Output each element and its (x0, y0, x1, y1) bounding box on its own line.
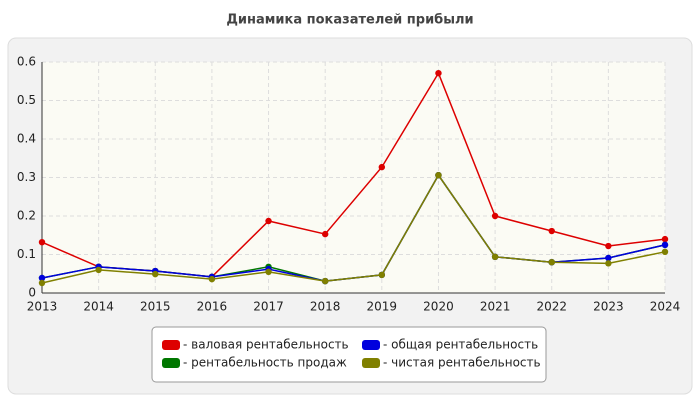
point (661, 235, 669, 243)
x-tick-label: 2021 (480, 300, 511, 314)
legend-label: - валовая рентабельность (183, 338, 349, 352)
legend-label: - рентабельность продаж (183, 356, 347, 370)
y-tick-label: 0.2 (17, 209, 36, 223)
point (491, 253, 499, 261)
y-tick-label: 0.3 (17, 170, 36, 184)
point (435, 69, 442, 77)
point (152, 270, 159, 278)
x-tick-label: 2015 (140, 300, 171, 314)
point (605, 260, 612, 267)
y-tick-label: 0 (28, 286, 36, 300)
legend-swatch (162, 340, 180, 350)
x-tick-label: 2013 (27, 300, 58, 314)
point (605, 254, 612, 262)
point (378, 163, 386, 171)
chart-title: Динамика показателей прибыли (226, 13, 473, 28)
point (548, 227, 555, 235)
y-tick-label: 0.4 (17, 132, 36, 146)
point (95, 266, 102, 274)
legend-swatch (362, 340, 380, 350)
x-tick-label: 2019 (367, 300, 398, 314)
point (661, 248, 669, 256)
point (265, 217, 272, 225)
x-tick-label: 2016 (197, 300, 228, 314)
point (605, 242, 612, 250)
x-tick-label: 2020 (423, 300, 454, 314)
x-tick-label: 2017 (253, 300, 284, 314)
y-tick-label: 0.1 (17, 247, 36, 261)
x-tick-label: 2023 (593, 300, 624, 314)
point (38, 279, 46, 287)
point (661, 241, 669, 249)
point (38, 274, 46, 282)
point (38, 238, 46, 246)
point (378, 271, 386, 279)
legend-label: - общая рентабельность (383, 338, 538, 352)
legend-swatch (162, 358, 180, 368)
x-tick-label: 2022 (536, 300, 567, 314)
x-tick-label: 2024 (650, 300, 681, 314)
point (435, 171, 442, 179)
legend-swatch (362, 358, 380, 368)
y-tick-label: 0.5 (17, 93, 36, 107)
y-tick-label: 0.6 (17, 55, 36, 69)
point (208, 275, 216, 283)
point (491, 212, 499, 220)
point (321, 277, 329, 285)
x-tick-label: 2014 (83, 300, 114, 314)
legend-label: - чистая рентабельность (383, 356, 541, 370)
x-tick-label: 2018 (310, 300, 341, 314)
series-line (41, 173, 666, 284)
point (548, 259, 555, 266)
point (321, 230, 329, 238)
legend (151, 326, 547, 383)
point (265, 268, 272, 276)
